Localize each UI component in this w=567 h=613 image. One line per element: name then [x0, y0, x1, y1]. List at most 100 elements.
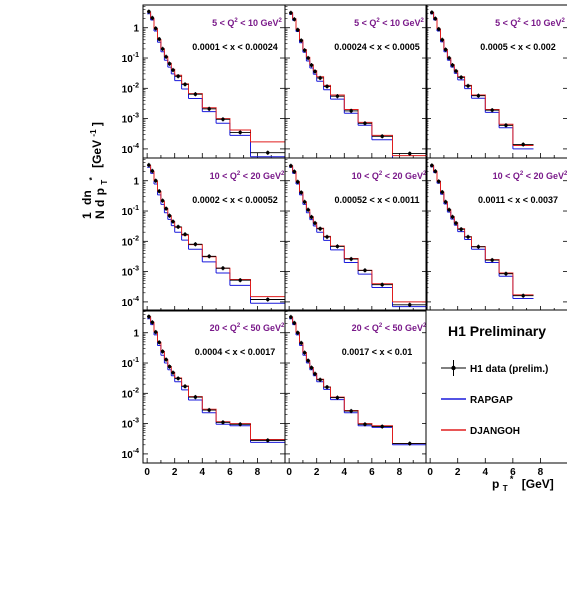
- y-tick-label: 10-1: [122, 357, 139, 370]
- data-point: [160, 349, 165, 354]
- data-point-marker: [167, 61, 172, 66]
- data-point: [512, 293, 534, 298]
- data-point-marker: [160, 47, 165, 51]
- data-point: [171, 219, 175, 224]
- data-point: [296, 330, 300, 335]
- data-point: [250, 438, 285, 443]
- data-point: [154, 178, 158, 183]
- data-point: [454, 220, 458, 226]
- data-point: [471, 93, 486, 98]
- data-point: [147, 9, 151, 14]
- data-point-marker: [167, 214, 172, 218]
- legend-label: DJANGOH: [470, 426, 520, 437]
- data-point-marker: [363, 268, 367, 273]
- data-point: [430, 10, 434, 15]
- data-point-marker: [193, 395, 198, 399]
- data-point-marker: [266, 297, 270, 302]
- data-point: [147, 314, 151, 319]
- data-point-marker: [164, 55, 168, 59]
- data-point-marker: [521, 142, 525, 147]
- data-point: [150, 15, 155, 21]
- data-point-marker: [296, 180, 300, 184]
- y-axis-unit-close: ]: [90, 122, 104, 126]
- data-point: [443, 47, 448, 52]
- data-point-marker: [318, 76, 322, 80]
- data-point-marker: [466, 84, 470, 88]
- data-point: [313, 371, 317, 376]
- data-point: [392, 151, 427, 156]
- data-point-marker: [454, 69, 458, 73]
- data-point: [147, 162, 151, 168]
- x-range-label: 0.0011 < x < 0.0037: [478, 195, 558, 205]
- data-point-marker: [306, 208, 310, 212]
- data-point: [160, 46, 165, 52]
- data-point-marker: [164, 357, 168, 362]
- data-point-marker: [459, 75, 463, 80]
- x-range-label: 0.0002 < x < 0.00052: [192, 195, 278, 205]
- data-point-marker: [171, 370, 175, 375]
- x-range-label: 0.0017 < x < 0.01: [342, 347, 413, 357]
- data-point: [437, 179, 441, 184]
- data-point-marker: [433, 16, 438, 21]
- y-tick-label: 10-3: [122, 113, 139, 126]
- data-point: [306, 358, 310, 363]
- data-point: [316, 377, 324, 382]
- data-point-marker: [476, 94, 481, 98]
- data-point-marker: [183, 384, 187, 389]
- data-point-marker: [302, 200, 307, 204]
- data-point: [302, 48, 307, 53]
- panel-2: 5 < Q2 < 10 GeV2 0.00024 < x < 0.0005: [284, 4, 428, 159]
- data-point: [440, 189, 444, 195]
- data-point: [450, 63, 455, 68]
- data-point-marker: [490, 258, 494, 262]
- x-axis-p: p: [492, 477, 499, 491]
- data-point-marker: [408, 151, 412, 156]
- data-point: [471, 244, 486, 249]
- data-point: [457, 75, 465, 80]
- data-point-marker: [299, 38, 303, 43]
- y-tick-label: 10-4: [122, 143, 139, 156]
- data-point: [157, 340, 161, 345]
- data-point: [443, 199, 448, 205]
- data-point-marker: [266, 150, 270, 155]
- data-point-marker: [147, 163, 151, 167]
- data-point: [181, 232, 189, 237]
- data-point: [250, 297, 285, 302]
- data-point-marker: [309, 215, 314, 219]
- legend-item-djangoh: DJANGOH: [441, 426, 520, 437]
- x-range-label: 0.0001 < x < 0.00024: [192, 42, 278, 52]
- y-tick-label: 1: [133, 177, 139, 188]
- x-tick-label: 0: [144, 467, 150, 478]
- data-point-marker: [150, 320, 155, 325]
- data-point-marker: [221, 117, 225, 121]
- data-point: [292, 320, 297, 326]
- data-point: [296, 179, 300, 184]
- data-point-marker: [193, 92, 198, 96]
- data-point: [499, 123, 513, 128]
- data-point: [202, 106, 217, 112]
- data-point-marker: [363, 422, 367, 426]
- data-point: [371, 282, 393, 287]
- data-point: [188, 394, 203, 400]
- data-point-marker: [447, 208, 451, 212]
- q2-range-label: 20 < Q2 < 50 GeV2: [210, 323, 285, 333]
- data-point: [157, 36, 161, 42]
- data-point: [250, 150, 285, 155]
- data-point-marker: [176, 376, 180, 381]
- data-point-marker: [476, 245, 481, 249]
- data-point-marker: [309, 366, 314, 370]
- data-point-marker: [302, 48, 307, 52]
- q2-range-label: 10 < Q2 < 20 GeV2: [210, 171, 285, 181]
- x-tick-label: 6: [369, 467, 375, 478]
- data-point-marker: [150, 169, 155, 173]
- x-tick-label: 0: [286, 467, 292, 478]
- legend-item-rapgap: RAPGAP: [441, 395, 513, 406]
- data-point: [202, 254, 217, 259]
- data-point-marker: [176, 74, 180, 78]
- data-point-marker: [380, 424, 384, 429]
- data-point-marker: [289, 315, 293, 319]
- x-axis-title: p T * [GeV]: [492, 471, 554, 494]
- data-point: [358, 268, 372, 273]
- data-point-marker: [299, 190, 303, 195]
